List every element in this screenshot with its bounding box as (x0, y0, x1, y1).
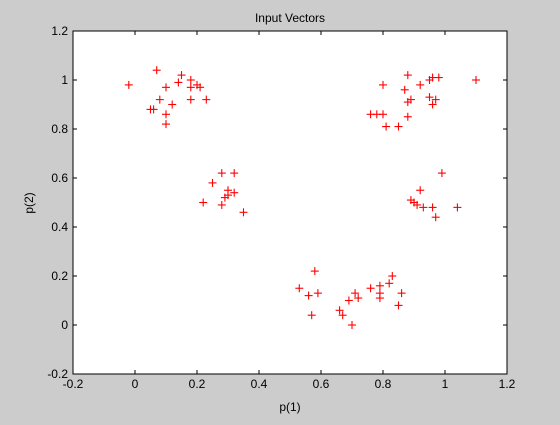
x-tick-label: 1 (442, 377, 449, 391)
data-point-marker (186, 83, 195, 92)
x-tick-label: 0.2 (189, 377, 206, 391)
data-point-marker (403, 71, 412, 80)
data-point-marker (338, 311, 347, 320)
data-point-marker (431, 95, 440, 104)
data-point-marker (310, 267, 319, 276)
data-point-marker (295, 284, 304, 293)
data-point-marker (168, 100, 177, 109)
data-point-marker (307, 311, 316, 320)
data-point-marker (220, 193, 229, 202)
data-point-marker (428, 203, 437, 212)
x-axis-label: p(1) (279, 400, 300, 414)
data-point-marker (217, 169, 226, 178)
marker-group (124, 66, 480, 329)
x-tick-label: 0.6 (313, 377, 330, 391)
chart-title: Input Vectors (255, 11, 325, 25)
data-point-marker (388, 272, 397, 280)
data-point-marker (375, 294, 384, 303)
data-point-marker (382, 122, 391, 131)
data-point-marker (385, 279, 394, 288)
data-point-marker (196, 83, 205, 92)
data-point-marker (348, 321, 356, 329)
data-point-marker (162, 83, 170, 92)
y-tick-label: 0.4 (51, 220, 68, 234)
y-tick-label: 1.2 (51, 24, 68, 38)
data-point-marker (394, 301, 403, 310)
data-point-marker (379, 110, 387, 119)
data-point-marker (152, 66, 161, 75)
data-point-marker (375, 281, 384, 290)
data-point-marker (230, 188, 239, 197)
data-point-marker (431, 213, 440, 222)
x-tick-label: -0.2 (63, 377, 84, 391)
data-point-marker (174, 78, 183, 87)
y-tick-label: 0 (61, 318, 68, 332)
data-point-marker (186, 95, 195, 104)
data-point-marker (354, 294, 363, 303)
data-point-marker (397, 289, 406, 298)
y-tick-label: 0.6 (51, 171, 68, 185)
data-point-marker (403, 98, 412, 107)
data-point-marker (453, 203, 462, 212)
data-point-marker (394, 122, 403, 131)
data-point-marker (155, 95, 164, 104)
data-point-marker (366, 284, 375, 293)
y-tick-label: 0.8 (51, 122, 68, 136)
data-point-marker (162, 120, 170, 129)
y-axis-label: p(2) (22, 192, 36, 213)
plot-background (73, 31, 507, 374)
x-tick-label: 0.4 (251, 377, 268, 391)
data-point-marker (230, 169, 239, 178)
data-point-marker (217, 200, 226, 209)
data-point-marker (472, 76, 480, 84)
data-point-marker (344, 296, 353, 305)
plot-frame (72, 30, 508, 375)
data-point-marker (434, 73, 443, 82)
data-point-marker (428, 100, 437, 109)
data-point-marker (208, 178, 217, 187)
y-tick-label: -0.2 (47, 367, 68, 381)
data-point-marker (124, 80, 133, 89)
data-point-marker (186, 76, 195, 84)
data-point-marker (403, 112, 412, 121)
data-point-marker (425, 93, 434, 102)
data-point-marker (239, 208, 248, 217)
data-point-marker (351, 289, 360, 298)
data-point-marker (413, 200, 422, 209)
y-tick-label: 0.2 (51, 269, 68, 283)
tick-group: -0.2 0 0.2 0.4 0.6 0.8 1 1.2 -0.2 0 0.2 0.4 0.6 0.8 1 1… (47, 24, 515, 391)
data-point-marker (416, 186, 425, 195)
x-tick-label: 0 (132, 377, 139, 391)
data-point-marker (379, 80, 387, 89)
x-tick-label: 1.2 (499, 377, 516, 391)
y-tick-label: 1 (61, 73, 68, 87)
data-point-marker (313, 289, 322, 298)
data-point-marker (146, 105, 155, 114)
data-point-marker (177, 71, 186, 80)
data-point-marker (419, 203, 428, 212)
data-point-marker (416, 80, 425, 89)
x-tick-label: 0.8 (375, 377, 392, 391)
data-point-marker (304, 291, 313, 300)
data-point-marker (400, 85, 409, 94)
data-point-marker (437, 169, 446, 178)
data-point-marker (162, 110, 170, 119)
data-point-marker (199, 198, 208, 207)
data-point-marker (335, 306, 344, 315)
data-point-marker (202, 95, 211, 104)
